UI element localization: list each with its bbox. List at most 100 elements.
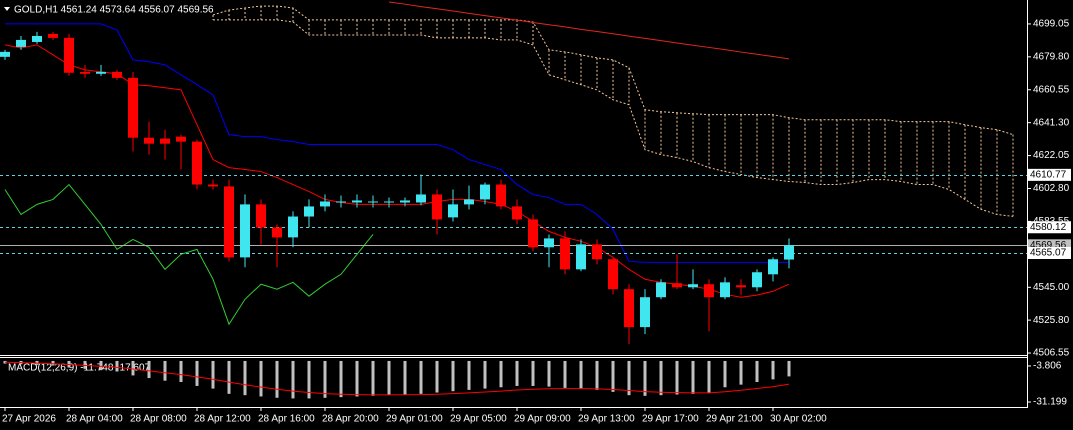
candle-body: [16, 39, 26, 47]
candle-body: [608, 259, 618, 290]
candle-body: [496, 184, 506, 207]
y-tick-label: 4545.00: [1033, 282, 1070, 293]
macd-bar: [211, 360, 215, 389]
macd-bar: [675, 360, 679, 395]
macd-bar: [131, 360, 135, 376]
x-tick-label: 29 Apr 17:00: [642, 414, 699, 425]
macd-bar: [259, 360, 263, 397]
cloud-span-a: [212, 5, 1014, 136]
price-level-label: 4569.56: [1030, 240, 1067, 251]
macd-bar: [403, 360, 407, 395]
candle-body: [704, 284, 714, 298]
macd-bar: [99, 360, 103, 371]
candle-body: [224, 186, 234, 258]
candle-body: [464, 199, 474, 205]
macd-bar: [707, 360, 711, 394]
candle-body: [720, 282, 730, 298]
candle-body: [384, 201, 394, 203]
macd-bar: [115, 360, 119, 372]
candle-body: [688, 284, 698, 288]
candle-body: [304, 206, 314, 217]
x-tick-label: 28 Apr 08:00: [130, 414, 187, 425]
candle-body: [528, 219, 538, 248]
candle-body: [432, 194, 442, 220]
candle-body: [352, 200, 362, 203]
macd-bar: [739, 360, 743, 385]
candle-body: [192, 141, 202, 185]
candle-body: [576, 244, 586, 270]
x-tick-label: 29 Apr 05:00: [450, 414, 507, 425]
macd-bar: [371, 360, 375, 396]
macd-bar: [227, 360, 231, 394]
macd-bar: [179, 360, 183, 382]
candle-body: [592, 244, 602, 260]
macd-bar: [579, 360, 583, 389]
x-tick-label: 29 Apr 13:00: [578, 414, 635, 425]
candle-body: [112, 71, 122, 78]
candle-body: [96, 71, 106, 74]
cloud-span-b: [213, 19, 1014, 217]
price-level-box: [1028, 221, 1071, 234]
y-tick-label: 4622.05: [1033, 150, 1070, 161]
candle-body: [144, 137, 154, 144]
macd-title: MACD(12,26,9) -11.748 -17.607: [8, 363, 151, 374]
indicator-line: [388, 1, 790, 60]
macd-bar: [451, 360, 455, 392]
y-tick-label: 4660.55: [1033, 84, 1070, 95]
price-level-label: 4565.07: [1030, 248, 1067, 259]
indicator-line: [4, 183, 374, 326]
macd-bar: [83, 360, 87, 369]
macd-bar: [467, 360, 471, 390]
candle-body: [0, 51, 10, 57]
candle-body: [256, 204, 266, 228]
candle-body: [368, 201, 378, 203]
candle-body: [736, 285, 746, 288]
candle-body: [448, 204, 458, 218]
candle-body: [480, 184, 490, 200]
candle-body: [48, 33, 58, 38]
candle-body: [32, 35, 42, 42]
y-tick-label: -31.199: [1033, 397, 1067, 408]
y-tick-label: 4525.80: [1033, 315, 1070, 326]
macd-bar: [323, 360, 327, 398]
y-tick-label: 4679.80: [1033, 51, 1070, 62]
chart-title: GOLD,H1 4561.24 4573.64 4556.07 4569.56: [14, 5, 214, 16]
candle-body: [624, 289, 634, 328]
candle-body: [656, 282, 666, 298]
macd-bar: [563, 360, 567, 388]
candle-body: [768, 259, 778, 275]
indicator-line: [5, 23, 789, 263]
x-tick-label: 28 Apr 20:00: [322, 414, 379, 425]
x-tick-label: 29 Apr 21:00: [706, 414, 763, 425]
candle-body: [272, 227, 282, 238]
candle-body: [176, 136, 186, 142]
macd-bar: [627, 360, 631, 396]
macd-bar: [771, 360, 775, 380]
candle-body: [160, 138, 170, 144]
candle-body: [400, 200, 410, 203]
candle-body: [560, 238, 570, 270]
macd-bar: [691, 360, 695, 394]
macd-bar: [387, 360, 391, 396]
y-tick-label: 4641.30: [1033, 117, 1070, 128]
macd-bar: [547, 360, 551, 387]
y-tick-label: 4602.80: [1033, 183, 1070, 194]
candle-body: [80, 71, 90, 74]
x-tick-label: 30 Apr 02:00: [770, 414, 827, 425]
x-tick-label: 29 Apr 01:00: [386, 414, 443, 425]
candle-body: [128, 77, 138, 138]
macd-bar: [499, 360, 503, 388]
macd-bar: [339, 360, 343, 398]
signal-line: [4, 361, 790, 396]
macd-bar: [531, 360, 535, 386]
macd-bar: [643, 360, 647, 396]
candle-body: [672, 283, 682, 288]
x-tick-label: 27 Apr 2026: [2, 414, 56, 425]
x-tick-label: 28 Apr 12:00: [194, 414, 251, 425]
macd-bar: [163, 360, 167, 381]
macd-bar: [435, 360, 439, 393]
price-level-label: 4580.12: [1030, 222, 1067, 233]
candle-body: [240, 204, 250, 258]
